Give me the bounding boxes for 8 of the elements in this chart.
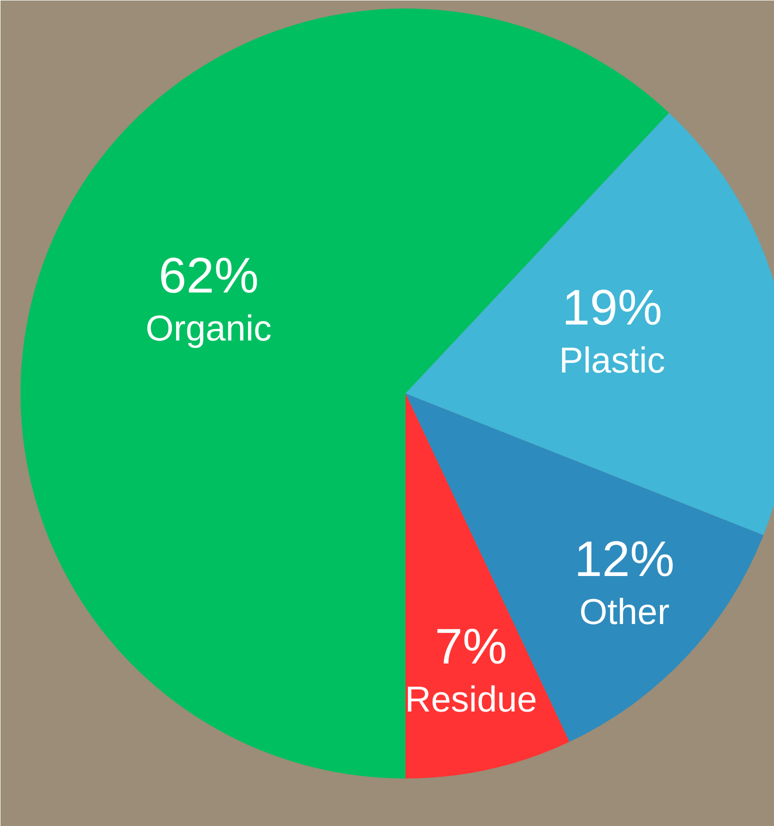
slice-label: Residue <box>404 678 538 720</box>
slice-label: Organic <box>146 308 272 349</box>
slice-label: Plastic <box>559 339 666 380</box>
data-label: 62% <box>158 248 259 304</box>
data-label: 7% <box>434 618 508 675</box>
data-label: 19% <box>562 279 662 336</box>
slice-label: Other <box>579 591 670 632</box>
data-label: 12% <box>574 531 674 588</box>
